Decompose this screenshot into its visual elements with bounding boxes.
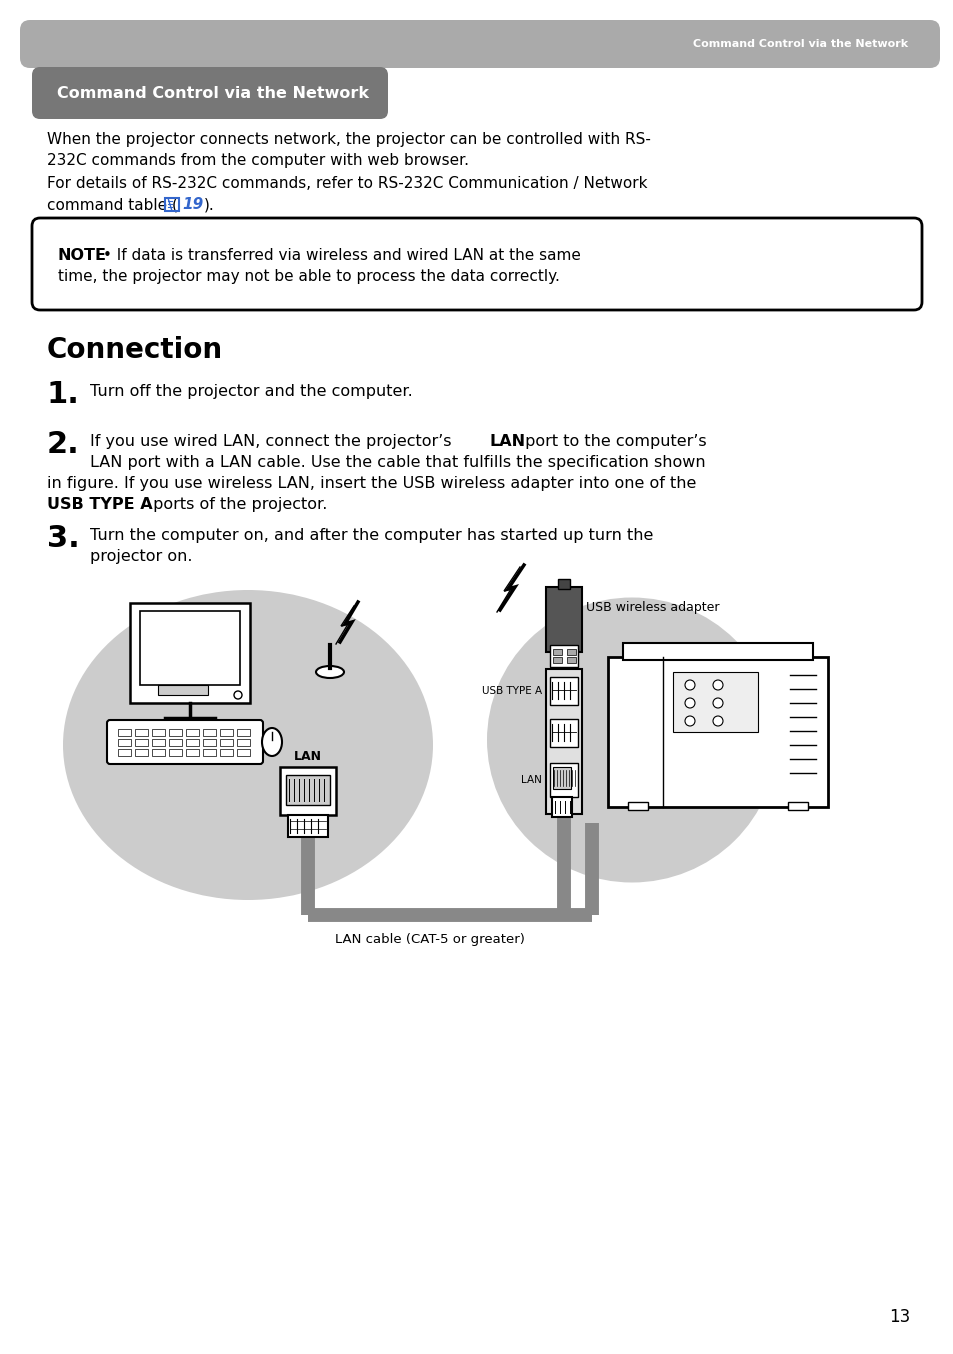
FancyBboxPatch shape [288, 815, 328, 837]
FancyBboxPatch shape [280, 766, 335, 815]
FancyBboxPatch shape [118, 739, 131, 746]
Text: Connection: Connection [47, 336, 223, 364]
FancyBboxPatch shape [152, 749, 165, 756]
Text: 13: 13 [888, 1308, 909, 1326]
FancyBboxPatch shape [553, 766, 571, 789]
FancyBboxPatch shape [236, 728, 250, 737]
Text: 19: 19 [182, 196, 203, 213]
FancyBboxPatch shape [545, 669, 581, 814]
FancyBboxPatch shape [220, 739, 233, 746]
Text: LAN: LAN [294, 750, 322, 764]
Ellipse shape [315, 666, 344, 678]
Circle shape [712, 716, 722, 726]
Text: 3.: 3. [47, 524, 80, 552]
FancyBboxPatch shape [607, 657, 827, 807]
FancyBboxPatch shape [186, 728, 199, 737]
Ellipse shape [262, 728, 282, 756]
FancyBboxPatch shape [135, 749, 148, 756]
Text: projector on.: projector on. [90, 548, 193, 565]
FancyBboxPatch shape [135, 739, 148, 746]
Text: 232C commands from the computer with web browser.: 232C commands from the computer with web… [47, 153, 469, 168]
Text: Command Control via the Network: Command Control via the Network [57, 85, 369, 100]
FancyBboxPatch shape [552, 798, 572, 816]
Text: NOTE: NOTE [58, 248, 107, 263]
Circle shape [684, 680, 695, 691]
Text: When the projector connects network, the projector can be controlled with RS-: When the projector connects network, the… [47, 131, 650, 148]
FancyBboxPatch shape [158, 685, 208, 695]
FancyBboxPatch shape [627, 802, 647, 810]
Text: USB TYPE A: USB TYPE A [481, 686, 541, 696]
FancyBboxPatch shape [135, 728, 148, 737]
Text: Command Control via the Network: Command Control via the Network [692, 39, 907, 49]
Text: If you use wired LAN, connect the projector’s: If you use wired LAN, connect the projec… [90, 435, 456, 450]
FancyBboxPatch shape [220, 749, 233, 756]
Text: Turn off the projector and the computer.: Turn off the projector and the computer. [90, 385, 413, 399]
Text: LAN: LAN [520, 774, 541, 785]
FancyBboxPatch shape [20, 20, 939, 68]
FancyBboxPatch shape [203, 739, 215, 746]
FancyBboxPatch shape [130, 603, 250, 703]
FancyBboxPatch shape [203, 728, 215, 737]
FancyBboxPatch shape [118, 749, 131, 756]
Text: LAN port with a LAN cable. Use the cable that fulfills the specification shown: LAN port with a LAN cable. Use the cable… [90, 455, 705, 470]
FancyBboxPatch shape [32, 218, 921, 310]
FancyBboxPatch shape [622, 643, 812, 659]
FancyBboxPatch shape [236, 739, 250, 746]
Text: in figure. If you use wireless LAN, insert the USB wireless adapter into one of : in figure. If you use wireless LAN, inse… [47, 477, 696, 492]
FancyBboxPatch shape [169, 728, 182, 737]
Text: USB wireless adapter: USB wireless adapter [585, 601, 719, 613]
FancyBboxPatch shape [550, 764, 578, 798]
FancyBboxPatch shape [169, 749, 182, 756]
FancyBboxPatch shape [203, 749, 215, 756]
Ellipse shape [486, 597, 776, 883]
FancyBboxPatch shape [545, 588, 581, 653]
Circle shape [233, 691, 242, 699]
FancyBboxPatch shape [558, 580, 569, 589]
Text: LAN: LAN [490, 435, 525, 450]
FancyBboxPatch shape [236, 749, 250, 756]
Text: ports of the projector.: ports of the projector. [148, 497, 327, 512]
Text: port to the computer’s: port to the computer’s [519, 435, 706, 450]
FancyBboxPatch shape [286, 774, 330, 806]
FancyBboxPatch shape [566, 657, 576, 663]
FancyBboxPatch shape [152, 728, 165, 737]
FancyBboxPatch shape [566, 649, 576, 655]
Text: LAN cable (CAT-5 or greater): LAN cable (CAT-5 or greater) [335, 933, 524, 946]
FancyBboxPatch shape [186, 739, 199, 746]
Ellipse shape [63, 590, 433, 900]
Text: Turn the computer on, and after the computer has started up turn the: Turn the computer on, and after the comp… [90, 528, 653, 543]
FancyBboxPatch shape [672, 672, 758, 733]
FancyBboxPatch shape [550, 677, 578, 705]
FancyBboxPatch shape [553, 649, 561, 655]
Text: 1.: 1. [47, 380, 80, 409]
FancyBboxPatch shape [550, 719, 578, 747]
Text: USB TYPE A: USB TYPE A [47, 497, 152, 512]
FancyBboxPatch shape [140, 611, 240, 685]
FancyBboxPatch shape [787, 802, 807, 810]
Text: command table (: command table ( [47, 196, 177, 213]
FancyBboxPatch shape [553, 657, 561, 663]
Text: For details of RS-232C commands, refer to RS-232C Communication / Network: For details of RS-232C commands, refer t… [47, 176, 647, 191]
Circle shape [684, 716, 695, 726]
FancyBboxPatch shape [550, 645, 578, 668]
Text: • If data is transferred via wireless and wired LAN at the same: • If data is transferred via wireless an… [103, 248, 580, 263]
FancyBboxPatch shape [118, 728, 131, 737]
FancyBboxPatch shape [169, 739, 182, 746]
FancyBboxPatch shape [220, 728, 233, 737]
Circle shape [712, 680, 722, 691]
FancyBboxPatch shape [32, 66, 388, 119]
Circle shape [684, 699, 695, 708]
FancyBboxPatch shape [186, 749, 199, 756]
Text: ).: ). [204, 196, 214, 213]
Text: 2.: 2. [47, 431, 80, 459]
Text: time, the projector may not be able to process the data correctly.: time, the projector may not be able to p… [58, 269, 559, 284]
FancyBboxPatch shape [107, 720, 263, 764]
Circle shape [712, 699, 722, 708]
FancyBboxPatch shape [152, 739, 165, 746]
